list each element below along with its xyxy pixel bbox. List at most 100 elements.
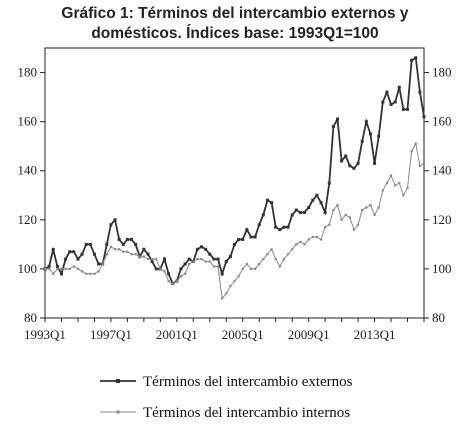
data-point [154, 267, 158, 271]
data-point [406, 186, 409, 190]
data-point [163, 270, 166, 273]
data-point [369, 203, 372, 207]
data-point [216, 265, 220, 268]
data-point [262, 257, 265, 261]
data-point [348, 216, 351, 219]
data-point [212, 257, 216, 261]
data-point [418, 90, 422, 94]
y-tick-label-left: 80 [24, 310, 37, 325]
data-point [365, 206, 368, 209]
data-point [394, 184, 397, 187]
legend-swatch-marker [116, 410, 120, 414]
data-point [352, 166, 356, 170]
data-point [245, 262, 248, 266]
y-tick-label-right: 180 [432, 65, 452, 80]
data-point [208, 252, 212, 256]
data-point [118, 248, 121, 251]
data-point [220, 272, 224, 276]
data-point [146, 257, 150, 261]
data-point [278, 228, 282, 232]
data-point [406, 107, 410, 111]
data-point [64, 267, 67, 271]
data-point [224, 260, 228, 264]
data-point [344, 154, 348, 158]
data-point [315, 235, 318, 239]
data-point [51, 247, 55, 251]
data-point [233, 242, 236, 246]
data-point [92, 252, 96, 256]
data-point [60, 267, 63, 271]
data-point [55, 264, 59, 268]
data-point [56, 267, 59, 271]
data-point [373, 213, 376, 217]
data-point [195, 247, 199, 251]
x-tick-label: 1993Q1 [24, 327, 66, 342]
data-point [84, 242, 88, 246]
data-point [340, 218, 343, 221]
data-point [397, 85, 401, 89]
data-point [377, 206, 380, 209]
data-point [80, 252, 84, 256]
chart-title-line-1: Gráfico 1: Términos del intercambio exte… [61, 5, 409, 22]
data-point [331, 125, 335, 129]
data-point [282, 257, 286, 261]
data-point [332, 208, 335, 212]
data-point [315, 193, 319, 197]
data-point [414, 142, 417, 145]
data-point [229, 284, 232, 288]
data-point [389, 102, 393, 106]
data-point [204, 260, 207, 263]
data-point [385, 90, 389, 94]
series-line [45, 142, 425, 300]
data-point [89, 272, 92, 275]
data-point [327, 181, 331, 185]
data-point [410, 149, 413, 153]
data-point [101, 262, 104, 266]
data-point [192, 260, 195, 263]
data-point [188, 262, 191, 266]
data-point [422, 162, 426, 165]
data-point [241, 267, 244, 271]
data-point [340, 159, 344, 163]
data-point [245, 228, 249, 232]
data-point [159, 267, 162, 271]
data-point [76, 257, 80, 261]
series-line [44, 56, 425, 285]
data-point [344, 213, 347, 217]
data-point [377, 134, 381, 138]
data-point [402, 194, 405, 197]
data-point [298, 210, 302, 214]
data-point [225, 292, 228, 295]
x-tick-label: 2005Q1 [222, 327, 264, 342]
data-point [319, 201, 323, 205]
data-point [151, 257, 154, 261]
data-point [274, 257, 277, 261]
data-point [150, 260, 154, 264]
data-point [171, 282, 174, 285]
data-point [270, 201, 274, 205]
data-point [257, 223, 261, 227]
data-point [212, 265, 216, 268]
data-point [258, 262, 261, 266]
data-point [155, 257, 158, 261]
data-point [323, 210, 327, 214]
data-point [352, 228, 356, 231]
data-point [146, 252, 150, 256]
y-tick-label-left: 160 [18, 114, 38, 129]
data-point [88, 242, 92, 246]
data-point [179, 275, 183, 278]
data-point [368, 132, 372, 136]
data-point [200, 245, 204, 249]
data-point [414, 56, 418, 60]
data-point [72, 250, 76, 254]
data-point [93, 272, 96, 275]
data-point [253, 267, 257, 271]
data-point [109, 223, 113, 227]
data-point [237, 275, 240, 278]
data-point [200, 257, 203, 261]
data-point [72, 265, 75, 268]
data-point [249, 235, 253, 239]
y-tick-label-left: 120 [18, 212, 38, 227]
data-point [130, 237, 134, 241]
